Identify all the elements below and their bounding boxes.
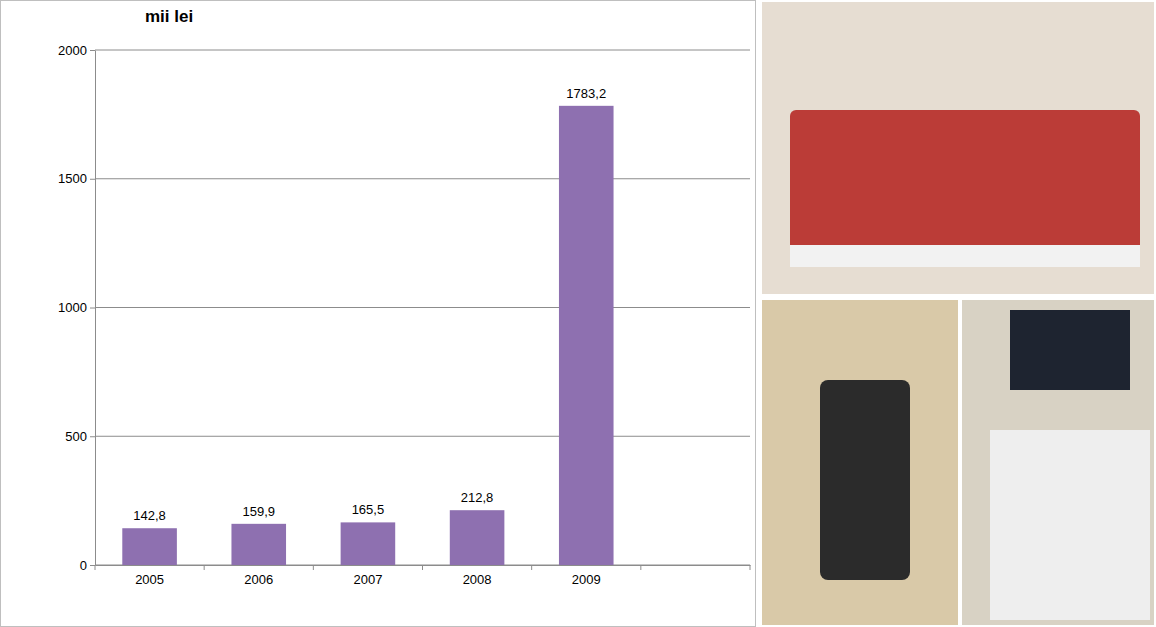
x-tick: 2007 [353, 565, 382, 587]
data-label: 165,5 [352, 502, 385, 517]
category-divider [204, 565, 205, 570]
grid-line [95, 178, 750, 179]
category-divider [313, 565, 314, 570]
ultrasound-body [990, 430, 1150, 620]
y-tick-label: 500 [65, 429, 87, 444]
data-label: 1783,2 [566, 86, 606, 101]
y-tick-mark [90, 565, 95, 566]
chart-title: mii lei [145, 7, 193, 26]
x-axis: 2005 2006 2007 2008 2009 [96, 565, 751, 587]
category-divider [750, 565, 751, 570]
bar [450, 510, 505, 565]
y-tick-label: 1000 [58, 300, 87, 315]
bars [122, 106, 613, 565]
bar [231, 524, 286, 565]
grid-line [95, 50, 750, 51]
category-divider [422, 565, 423, 570]
y-axis-line [95, 51, 96, 566]
x-tick: 2009 [572, 565, 601, 587]
bar [122, 528, 177, 565]
y-tick-label: 0 [80, 558, 87, 573]
x-tick: 2005 [135, 565, 164, 587]
x-tick-label: 2007 [353, 572, 382, 587]
bar [559, 106, 614, 565]
photos [762, 2, 1154, 625]
y-tick: 2000 [58, 43, 95, 58]
y-tick-mark [90, 436, 95, 437]
category-divider [95, 565, 96, 570]
y-tick-mark [90, 179, 95, 180]
photo-ultrasound [962, 300, 1154, 625]
grid-line [95, 436, 750, 437]
microscope-shape [820, 380, 910, 580]
x-tick: 2008 [463, 565, 492, 587]
grid-line [95, 307, 750, 308]
x-tick-label: 2008 [463, 572, 492, 587]
x-tick: 2006 [244, 565, 273, 587]
y-tick: 1000 [58, 300, 95, 315]
data-label: 212,8 [461, 490, 494, 505]
x-tick-label: 2005 [135, 572, 164, 587]
y-tick-mark [90, 308, 95, 309]
y-tick: 0 [80, 558, 95, 573]
photo-analyzer [762, 2, 1154, 294]
chart-frame [1, 1, 756, 627]
y-tick: 1500 [58, 171, 95, 186]
category-divider [531, 565, 532, 570]
x-tick-label: 2006 [244, 572, 273, 587]
ultrasound-screen [1010, 310, 1130, 390]
y-tick-label: 1500 [58, 171, 87, 186]
data-label: 159,9 [242, 504, 275, 519]
data-label: 142,8 [133, 508, 166, 523]
y-tick: 500 [65, 429, 95, 444]
analyzer-base [790, 245, 1140, 267]
bar [341, 522, 396, 565]
y-axis: 0 500 1000 1500 2000 [58, 43, 95, 573]
analyzer-shape [790, 110, 1140, 260]
y-tick-label: 2000 [58, 43, 87, 58]
category-divider [640, 565, 641, 570]
x-tick-label: 2009 [572, 572, 601, 587]
photo-microscope [762, 300, 958, 625]
y-tick-mark [90, 50, 95, 51]
